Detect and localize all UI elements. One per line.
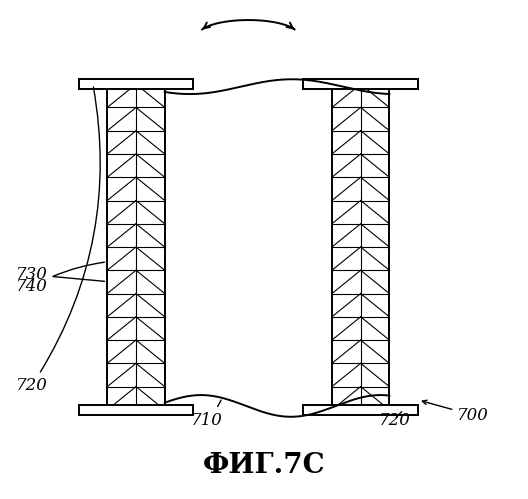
Text: 740: 740 (16, 262, 105, 295)
Bar (107, 84, 165, 410)
Bar (79, 79, 193, 89)
Bar (303, 405, 418, 415)
Text: 720: 720 (16, 87, 100, 394)
Bar (165, 84, 389, 410)
Text: 710: 710 (191, 400, 223, 429)
Text: 730: 730 (16, 266, 105, 283)
Bar (332, 84, 389, 410)
Text: 720: 720 (379, 412, 411, 429)
Text: 700: 700 (422, 400, 489, 424)
Text: ФИГ.7С: ФИГ.7С (203, 452, 325, 479)
Bar (79, 405, 193, 415)
Bar (303, 79, 418, 89)
